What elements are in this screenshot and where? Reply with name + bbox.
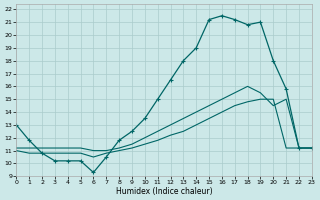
X-axis label: Humidex (Indice chaleur): Humidex (Indice chaleur) (116, 187, 212, 196)
